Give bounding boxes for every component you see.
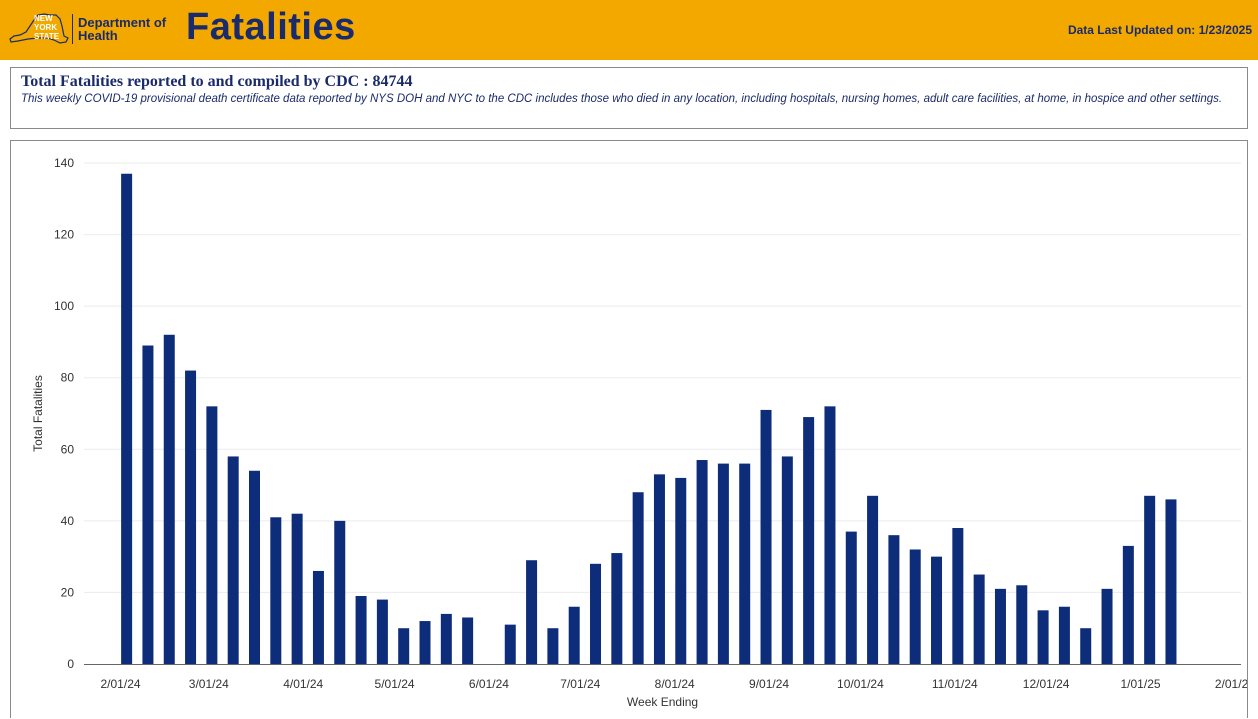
summary-box: Total Fatalities reported to and compile… (10, 67, 1248, 129)
x-tick-label: 2/01/25 (1215, 677, 1247, 691)
bar[interactable] (1037, 610, 1049, 664)
bar[interactable] (696, 460, 708, 664)
new-york-state-map-icon (9, 13, 69, 44)
x-tick-label: 9/01/24 (749, 677, 789, 691)
y-tick-label: 40 (61, 514, 75, 528)
bar[interactable] (1122, 545, 1134, 664)
y-tick-label: 140 (54, 156, 74, 170)
header-banner: NEW YORK STATE Department of Health Fata… (0, 0, 1258, 60)
bar[interactable] (717, 463, 729, 664)
bar[interactable] (653, 474, 665, 664)
bar[interactable] (632, 492, 644, 664)
bar[interactable] (1058, 606, 1070, 664)
bar[interactable] (142, 345, 154, 664)
page-title: Fatalities (186, 6, 356, 48)
bar[interactable] (334, 520, 346, 664)
last-updated-label: Data Last Updated on: 1/23/2025 (1067, 23, 1252, 37)
bar[interactable] (398, 628, 410, 664)
bars (121, 173, 1177, 664)
new-york-state-label: NEW YORK STATE (34, 14, 60, 41)
x-tick-label: 1/01/25 (1121, 677, 1161, 691)
bar[interactable] (1016, 585, 1028, 664)
bar[interactable] (504, 624, 516, 664)
x-axis-title: Week Ending (627, 695, 698, 709)
bar[interactable] (270, 517, 282, 664)
bar[interactable] (888, 535, 900, 664)
bar[interactable] (249, 470, 261, 664)
bar[interactable] (440, 613, 452, 664)
y-tick-label: 0 (67, 657, 74, 671)
bar[interactable] (291, 513, 303, 664)
bar[interactable] (803, 417, 815, 664)
bar[interactable] (163, 334, 175, 664)
fatalities-bar-chart: 0 20 40 60 80 100 120 140 2/01/24 3/01/24 4/01/24 5… (31, 156, 1247, 709)
bar[interactable] (675, 477, 687, 664)
x-tick-label: 4/01/24 (283, 677, 323, 691)
bar[interactable] (526, 560, 538, 664)
bar[interactable] (590, 563, 602, 664)
bar[interactable] (1080, 628, 1092, 664)
bar[interactable] (121, 173, 133, 664)
bar[interactable] (824, 406, 836, 664)
bar[interactable] (312, 570, 324, 664)
bar[interactable] (760, 409, 772, 664)
bar[interactable] (185, 370, 197, 664)
bar[interactable] (376, 599, 388, 664)
x-tick-label: 8/01/24 (655, 677, 695, 691)
y-tick-label: 100 (54, 299, 74, 313)
bar[interactable] (568, 606, 580, 664)
x-tick-label: 7/01/24 (560, 677, 600, 691)
y-tick-label: 60 (61, 442, 75, 456)
bar[interactable] (206, 406, 218, 664)
y-tick-label: 120 (54, 228, 74, 242)
summary-title: Total Fatalities reported to and compile… (21, 73, 413, 90)
x-tick-label: 6/01/24 (469, 677, 509, 691)
bar[interactable] (1144, 495, 1156, 664)
bar[interactable] (781, 456, 793, 664)
x-tick-label: 12/01/24 (1023, 677, 1070, 691)
x-tick-label: 3/01/24 (189, 677, 229, 691)
bar[interactable] (739, 463, 751, 664)
department-label: Department of Health (78, 15, 167, 43)
bar[interactable] (931, 556, 943, 664)
bar[interactable] (1101, 588, 1113, 664)
axes: 0 20 40 60 80 100 120 140 2/01/24 3/01/24 4/01/24 5… (54, 156, 1247, 691)
logo-divider (72, 14, 73, 44)
bar[interactable] (1165, 499, 1177, 664)
bar[interactable] (611, 553, 623, 664)
chart-panel: 0 20 40 60 80 100 120 140 2/01/24 3/01/24 4/01/24 5… (10, 140, 1248, 718)
bar[interactable] (952, 528, 964, 664)
bar[interactable] (973, 574, 985, 664)
x-tick-label: 11/01/24 (932, 677, 978, 691)
bar[interactable] (462, 617, 474, 664)
bar[interactable] (994, 588, 1006, 664)
y-tick-label: 20 (61, 585, 75, 599)
nys-doh-logo[interactable]: NEW YORK STATE Department of Health (8, 12, 168, 46)
bar[interactable] (909, 549, 921, 664)
bar[interactable] (227, 456, 239, 664)
bar[interactable] (547, 628, 559, 664)
bar[interactable] (355, 596, 367, 664)
bar[interactable] (867, 495, 879, 664)
bar[interactable] (419, 621, 431, 664)
y-axis-title: Total Fatalities (31, 375, 45, 452)
x-tick-label: 5/01/24 (375, 677, 415, 691)
bar[interactable] (845, 531, 857, 664)
x-tick-label: 10/01/24 (837, 677, 884, 691)
summary-description: This weekly COVID-19 provisional death c… (21, 93, 1223, 105)
y-tick-label: 80 (61, 371, 75, 385)
x-tick-label: 2/01/24 (101, 677, 141, 691)
